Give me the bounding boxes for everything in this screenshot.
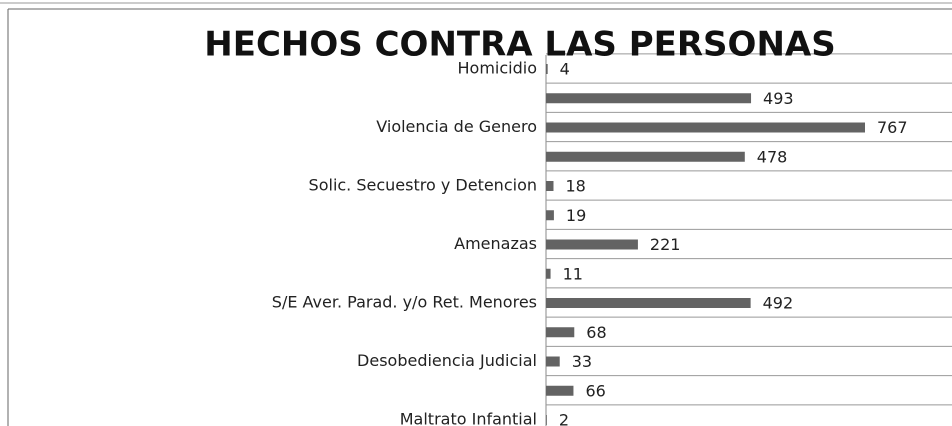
category-label: Desobediencia Judicial (357, 351, 537, 370)
bar (546, 151, 745, 162)
bar (546, 181, 554, 191)
category-label: Solic. Secuestro y Detencion (309, 176, 537, 195)
value-label: 478 (757, 147, 788, 166)
value-label: 66 (585, 381, 605, 400)
bar (546, 415, 547, 425)
value-label: 19 (566, 206, 586, 225)
value-label: 4 (560, 60, 570, 79)
bar (546, 298, 751, 308)
value-label: 11 (563, 264, 583, 283)
bar (546, 385, 574, 396)
bar (546, 210, 554, 221)
category-label: S/E Aver. Parad. y/o Ret. Menores (272, 293, 537, 312)
value-label: 767 (877, 118, 908, 137)
value-label: 2 (559, 411, 569, 426)
value-label: 68 (586, 323, 606, 342)
bar (546, 268, 551, 279)
grid (545, 53, 952, 426)
bar (546, 122, 865, 133)
value-label: 33 (572, 352, 592, 371)
bar (546, 64, 548, 74)
marks: Homicidio 4 493 Violencia de Genero 767 478 So… (272, 59, 908, 426)
bar (546, 239, 638, 250)
value-label: 493 (763, 89, 794, 108)
value-label: 492 (763, 294, 794, 313)
value-label: 221 (650, 235, 681, 254)
value-label: 18 (565, 177, 585, 196)
category-label: Homicidio (458, 59, 537, 78)
category-label: Maltrato Infantial (400, 410, 537, 426)
category-label: Violencia de Genero (376, 117, 537, 136)
bar (546, 356, 560, 367)
chart-title: HECHOS CONTRA LAS PERSONAS (204, 25, 835, 65)
category-label: Amenazas (454, 234, 537, 253)
bar (546, 93, 752, 104)
bar (546, 327, 575, 338)
